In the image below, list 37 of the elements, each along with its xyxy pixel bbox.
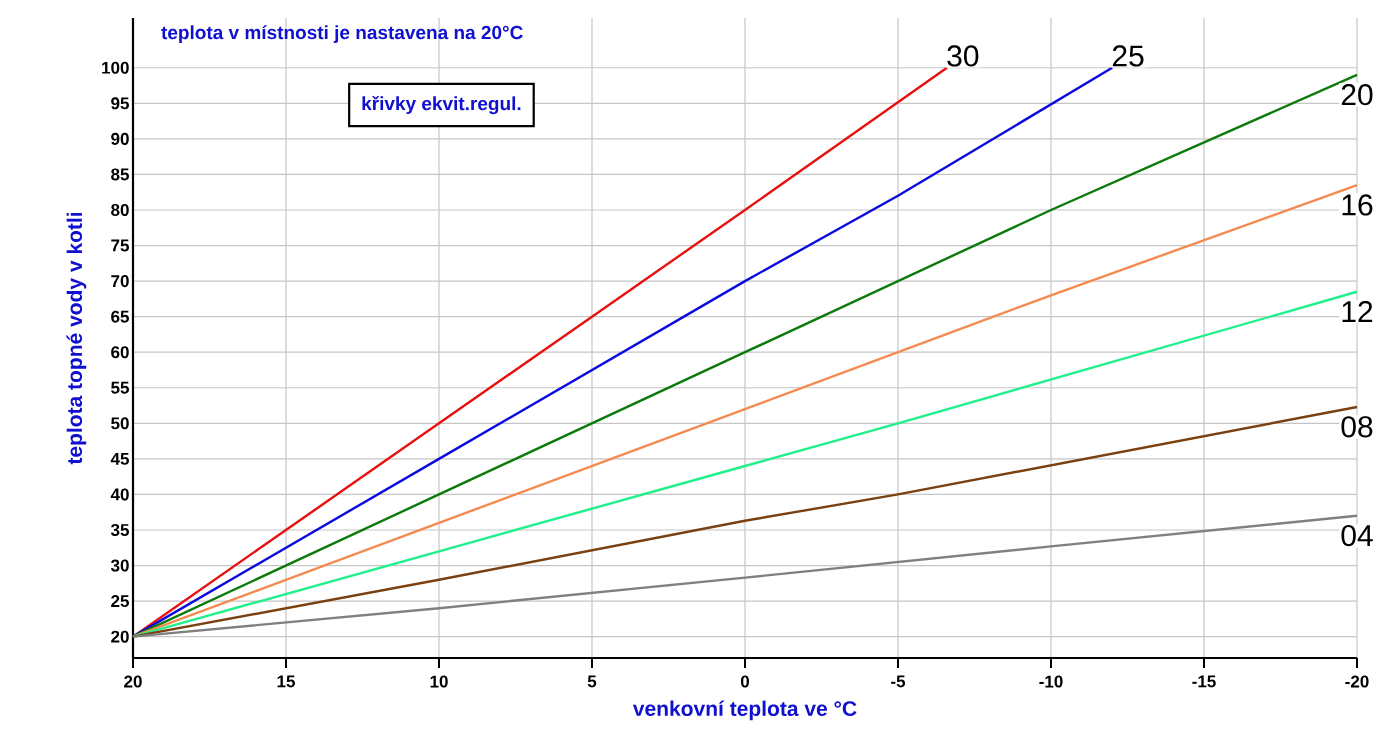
series-label: 16 [1342, 194, 1373, 216]
y-tick-label: 60 [111, 346, 129, 359]
series-label: 30 [947, 45, 979, 67]
y-tick-label: 45 [110, 452, 129, 465]
y-tick-label: 95 [111, 97, 129, 110]
x-tick-label: 20 [124, 675, 142, 688]
x-tick-label: 10 [430, 675, 448, 688]
x-tick-label: 0 [740, 675, 750, 688]
y-tick-label: 35 [110, 523, 129, 537]
y-tick-label: 100 [102, 61, 129, 74]
series-label: 08 [1341, 416, 1373, 438]
y-tick-label: 20 [111, 630, 129, 643]
y-tick-label: 55 [111, 381, 129, 394]
series-label: 25 [1112, 45, 1144, 67]
y-tick-label: 80 [111, 203, 129, 217]
y-tick-label: 75 [111, 239, 129, 252]
y-axis-title: teplota topné vody v kotli [66, 212, 87, 465]
series-label: 12 [1342, 300, 1373, 322]
y-tick-label: 85 [111, 168, 129, 181]
x-tick-label: -20 [1345, 675, 1369, 688]
x-axis-title: venkovní teplota ve °C [632, 700, 857, 721]
series-label: 20 [1341, 84, 1373, 106]
x-tick-label: 15 [277, 675, 295, 688]
y-tick-label: 40 [110, 488, 129, 501]
y-tick-label: 90 [111, 132, 129, 145]
y-tick-label: 25 [111, 595, 129, 608]
x-tick-label: -10 [1039, 675, 1063, 688]
chart-title: teplota v místnosti je nastavena na 20°C [161, 25, 523, 43]
y-tick-label: 30 [110, 559, 129, 572]
x-tick-label: 5 [587, 675, 597, 688]
annotation: křivky ekvit.regul. [362, 95, 521, 115]
y-tick-label: 65 [111, 310, 129, 323]
x-tick-label: -5 [891, 675, 906, 688]
y-tick-label: 50 [111, 417, 129, 430]
y-tick-label: 70 [111, 275, 129, 288]
series-label: 04 [1341, 524, 1373, 547]
x-tick-label: -15 [1192, 675, 1216, 688]
